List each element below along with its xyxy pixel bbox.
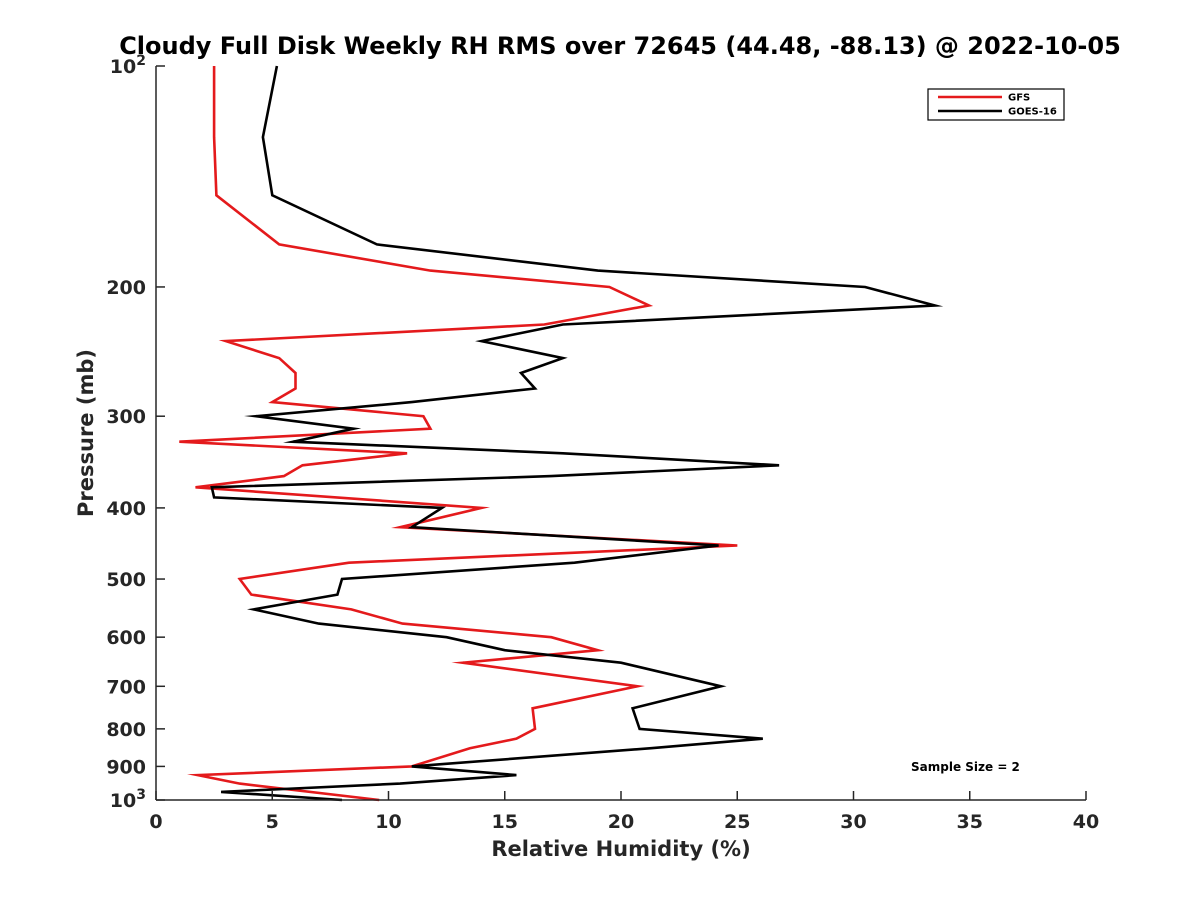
y-tick-label: 103 <box>110 787 146 812</box>
x-tick-label: 0 <box>149 811 162 833</box>
y-tick-label: 500 <box>106 569 146 591</box>
x-tick-label: 10 <box>375 811 401 833</box>
chart-title: Cloudy Full Disk Weekly RH RMS over 7264… <box>119 32 1121 60</box>
series-layer <box>179 65 944 802</box>
legend-label-goes16: GOES-16 <box>1008 107 1057 118</box>
series-line-gfs <box>179 66 738 802</box>
x-tick-label: 40 <box>1073 811 1099 833</box>
series-line-goes16 <box>210 65 944 802</box>
x-tick-label: 25 <box>724 811 750 833</box>
sample-size-annotation: Sample Size = 2 <box>911 760 1020 774</box>
x-tick-label: 5 <box>266 811 279 833</box>
x-axis-label: Relative Humidity (%) <box>491 837 750 861</box>
y-axis-ticks: 102 200 300 400 500 600 700 800 900 103 <box>106 53 165 812</box>
y-tick-label: 800 <box>106 719 146 741</box>
plot-area: 0 5 10 15 20 25 30 35 40 102 200 300 400 500 600 700 80… <box>106 53 1099 833</box>
y-axis-label: Pressure (mb) <box>74 349 98 517</box>
x-axis-ticks: 0 5 10 15 20 25 30 35 40 <box>149 791 1099 833</box>
y-tick-label: 200 <box>106 277 146 299</box>
y-tick-label: 102 <box>110 53 146 78</box>
x-tick-label: 15 <box>492 811 518 833</box>
x-tick-label: 30 <box>840 811 866 833</box>
x-tick-label: 35 <box>957 811 983 833</box>
legend-box <box>927 88 1065 121</box>
y-tick-label: 400 <box>106 498 146 520</box>
y-tick-label: 700 <box>106 676 146 698</box>
plot-background <box>156 66 1086 800</box>
legend-label-gfs: GFS <box>1008 93 1030 104</box>
y-tick-label: 300 <box>106 406 146 428</box>
legend: GFS GOES-16 <box>927 88 1065 121</box>
x-tick-label: 20 <box>608 811 634 833</box>
y-tick-label: 900 <box>106 756 146 778</box>
y-tick-label: 600 <box>106 627 146 649</box>
